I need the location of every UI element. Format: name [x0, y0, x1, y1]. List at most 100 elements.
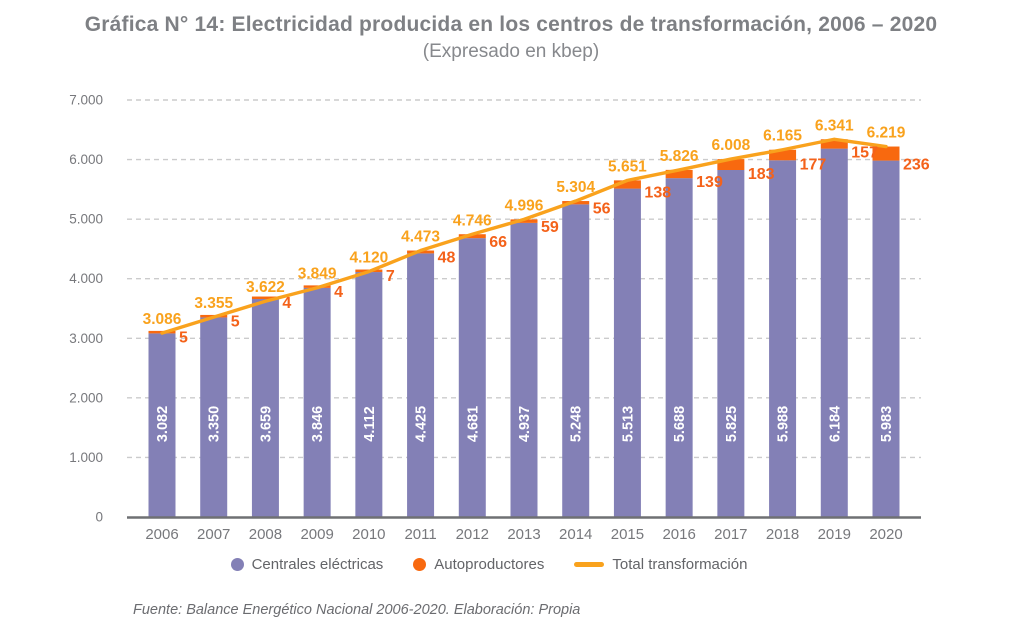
bar-centrales-2017	[717, 169, 745, 517]
legend-label-centrales-electricas: Centrales eléctricas	[251, 556, 384, 573]
svg-text:6.008: 6.008	[711, 137, 750, 154]
svg-text:4.746: 4.746	[453, 212, 492, 229]
segment-value-labels: 5 5 4 4 7 48 66 59 56 138 139 183 177 157 236	[179, 145, 930, 347]
svg-text:177: 177	[800, 156, 827, 173]
chart-canvas: 0 1.000 2.000 3.000 4.000 5.000 6.000 7.000 3.08…	[69, 93, 930, 544]
svg-text:4: 4	[334, 284, 343, 301]
bar-centrales-2015	[613, 188, 641, 518]
svg-text:3.849: 3.849	[298, 266, 337, 283]
bar-centrales-2010	[355, 272, 383, 517]
bar-value-labels: 3.082 3.350 3.659 3.846 4.112 4.425 4.681 4.937…	[155, 406, 895, 442]
svg-text:2014: 2014	[559, 526, 592, 543]
legend-label-autoproductores: Autoproductores	[434, 556, 545, 573]
svg-text:48: 48	[438, 249, 456, 266]
legend-item-autoproductores: Autoproductores	[413, 556, 544, 573]
svg-text:2016: 2016	[662, 526, 695, 543]
svg-text:2015: 2015	[611, 526, 644, 543]
svg-text:3.659: 3.659	[258, 406, 274, 442]
bar-centrales-2014	[562, 204, 590, 517]
bar-autoproductores-2015	[613, 180, 641, 189]
svg-text:5.826: 5.826	[660, 148, 699, 165]
svg-text:7.000: 7.000	[69, 93, 103, 108]
bar-centrales-2008	[251, 299, 279, 517]
svg-text:4: 4	[282, 295, 291, 312]
svg-text:6.000: 6.000	[69, 152, 103, 167]
svg-text:2011: 2011	[404, 526, 436, 543]
bar-centrales-2018	[769, 160, 797, 517]
svg-text:5.988: 5.988	[776, 406, 792, 442]
bar-autoproductores-2018	[769, 149, 797, 161]
svg-text:139: 139	[696, 174, 723, 191]
svg-text:2013: 2013	[507, 526, 540, 543]
svg-text:2006: 2006	[145, 526, 178, 543]
svg-text:5.248: 5.248	[569, 406, 585, 442]
svg-text:2009: 2009	[300, 526, 333, 543]
svg-text:56: 56	[593, 200, 611, 217]
svg-text:4.112: 4.112	[362, 406, 378, 442]
bar-centrales-2007	[200, 317, 228, 517]
svg-text:5: 5	[231, 313, 240, 330]
svg-text:157: 157	[851, 145, 878, 162]
bar-autoproductores-2008	[251, 296, 279, 300]
svg-text:2010: 2010	[352, 526, 385, 543]
svg-text:59: 59	[541, 219, 559, 236]
svg-text:3.846: 3.846	[310, 406, 326, 442]
bar-centrales-2011	[407, 253, 435, 517]
total-value-labels: 3.086 3.355 3.622 3.849 4.120 4.473 4.746 4.996…	[143, 117, 906, 328]
bar-centrales-2012	[458, 238, 486, 517]
svg-text:4.425: 4.425	[414, 406, 430, 442]
svg-text:4.000: 4.000	[69, 271, 103, 286]
svg-text:2018: 2018	[766, 526, 799, 543]
svg-text:6.184: 6.184	[827, 406, 843, 442]
legend-label-total-transformacion: Total transformación	[612, 556, 748, 573]
bar-autoproductores-2017	[717, 159, 745, 170]
total-line	[160, 137, 888, 335]
svg-text:5.304: 5.304	[556, 179, 595, 196]
legend-item-total-transformacion: Total transformación	[574, 556, 747, 573]
svg-text:183: 183	[748, 166, 775, 183]
svg-text:4.120: 4.120	[349, 250, 388, 267]
bar-centrales-2019	[820, 148, 848, 517]
svg-text:2020: 2020	[869, 526, 902, 543]
svg-text:3.082: 3.082	[155, 406, 171, 442]
svg-text:1.000: 1.000	[69, 450, 103, 465]
svg-text:4.996: 4.996	[505, 197, 544, 214]
bar-autoproductores-2019	[820, 139, 848, 149]
svg-text:6.219: 6.219	[867, 125, 906, 142]
svg-text:2017: 2017	[714, 526, 747, 543]
svg-text:5.513: 5.513	[620, 406, 636, 442]
svg-text:2019: 2019	[818, 526, 851, 543]
svg-text:4.937: 4.937	[517, 406, 533, 442]
source-note: Fuente: Balance Energético Nacional 2006…	[133, 602, 581, 618]
bar-autoproductores-2016	[665, 169, 693, 179]
svg-text:4.473: 4.473	[401, 229, 440, 246]
bar-centrales-2009	[303, 287, 331, 517]
svg-text:5.651: 5.651	[608, 158, 647, 175]
centrales-electricas-dot-icon	[230, 558, 244, 571]
chart-title: Gráfica N° 14: Electricidad producida en…	[84, 13, 938, 36]
svg-text:0: 0	[95, 510, 103, 525]
bar-centrales-2016	[665, 178, 693, 517]
svg-text:5.000: 5.000	[69, 212, 103, 227]
svg-text:66: 66	[489, 234, 507, 251]
svg-text:138: 138	[644, 185, 671, 202]
svg-text:6.165: 6.165	[763, 128, 802, 145]
bar-autoproductores-2012	[458, 234, 486, 239]
autoproductores-dot-icon	[413, 558, 427, 571]
svg-text:6.341: 6.341	[815, 117, 854, 134]
legend-item-centrales-electricas: Centrales eléctricas	[230, 556, 384, 573]
bar-centrales-2006	[148, 333, 176, 517]
bar-centrales-2013	[510, 222, 538, 517]
svg-text:3.355: 3.355	[194, 295, 233, 312]
total-transformacion-line-icon	[574, 562, 605, 567]
svg-text:4.681: 4.681	[465, 406, 481, 442]
svg-text:3.350: 3.350	[207, 406, 223, 442]
svg-text:5.825: 5.825	[724, 406, 740, 442]
legend: Centrales eléctricas Autoproductores Tot…	[0, 556, 1000, 573]
x-axis-labels: 2006 2007 2008 2009 2010 2011 2012 2013 2014 2015…	[145, 526, 902, 543]
svg-text:5.688: 5.688	[672, 406, 688, 442]
stacked-bars	[148, 139, 900, 518]
svg-text:2008: 2008	[249, 526, 282, 543]
bar-autoproductores-2020	[872, 146, 900, 161]
